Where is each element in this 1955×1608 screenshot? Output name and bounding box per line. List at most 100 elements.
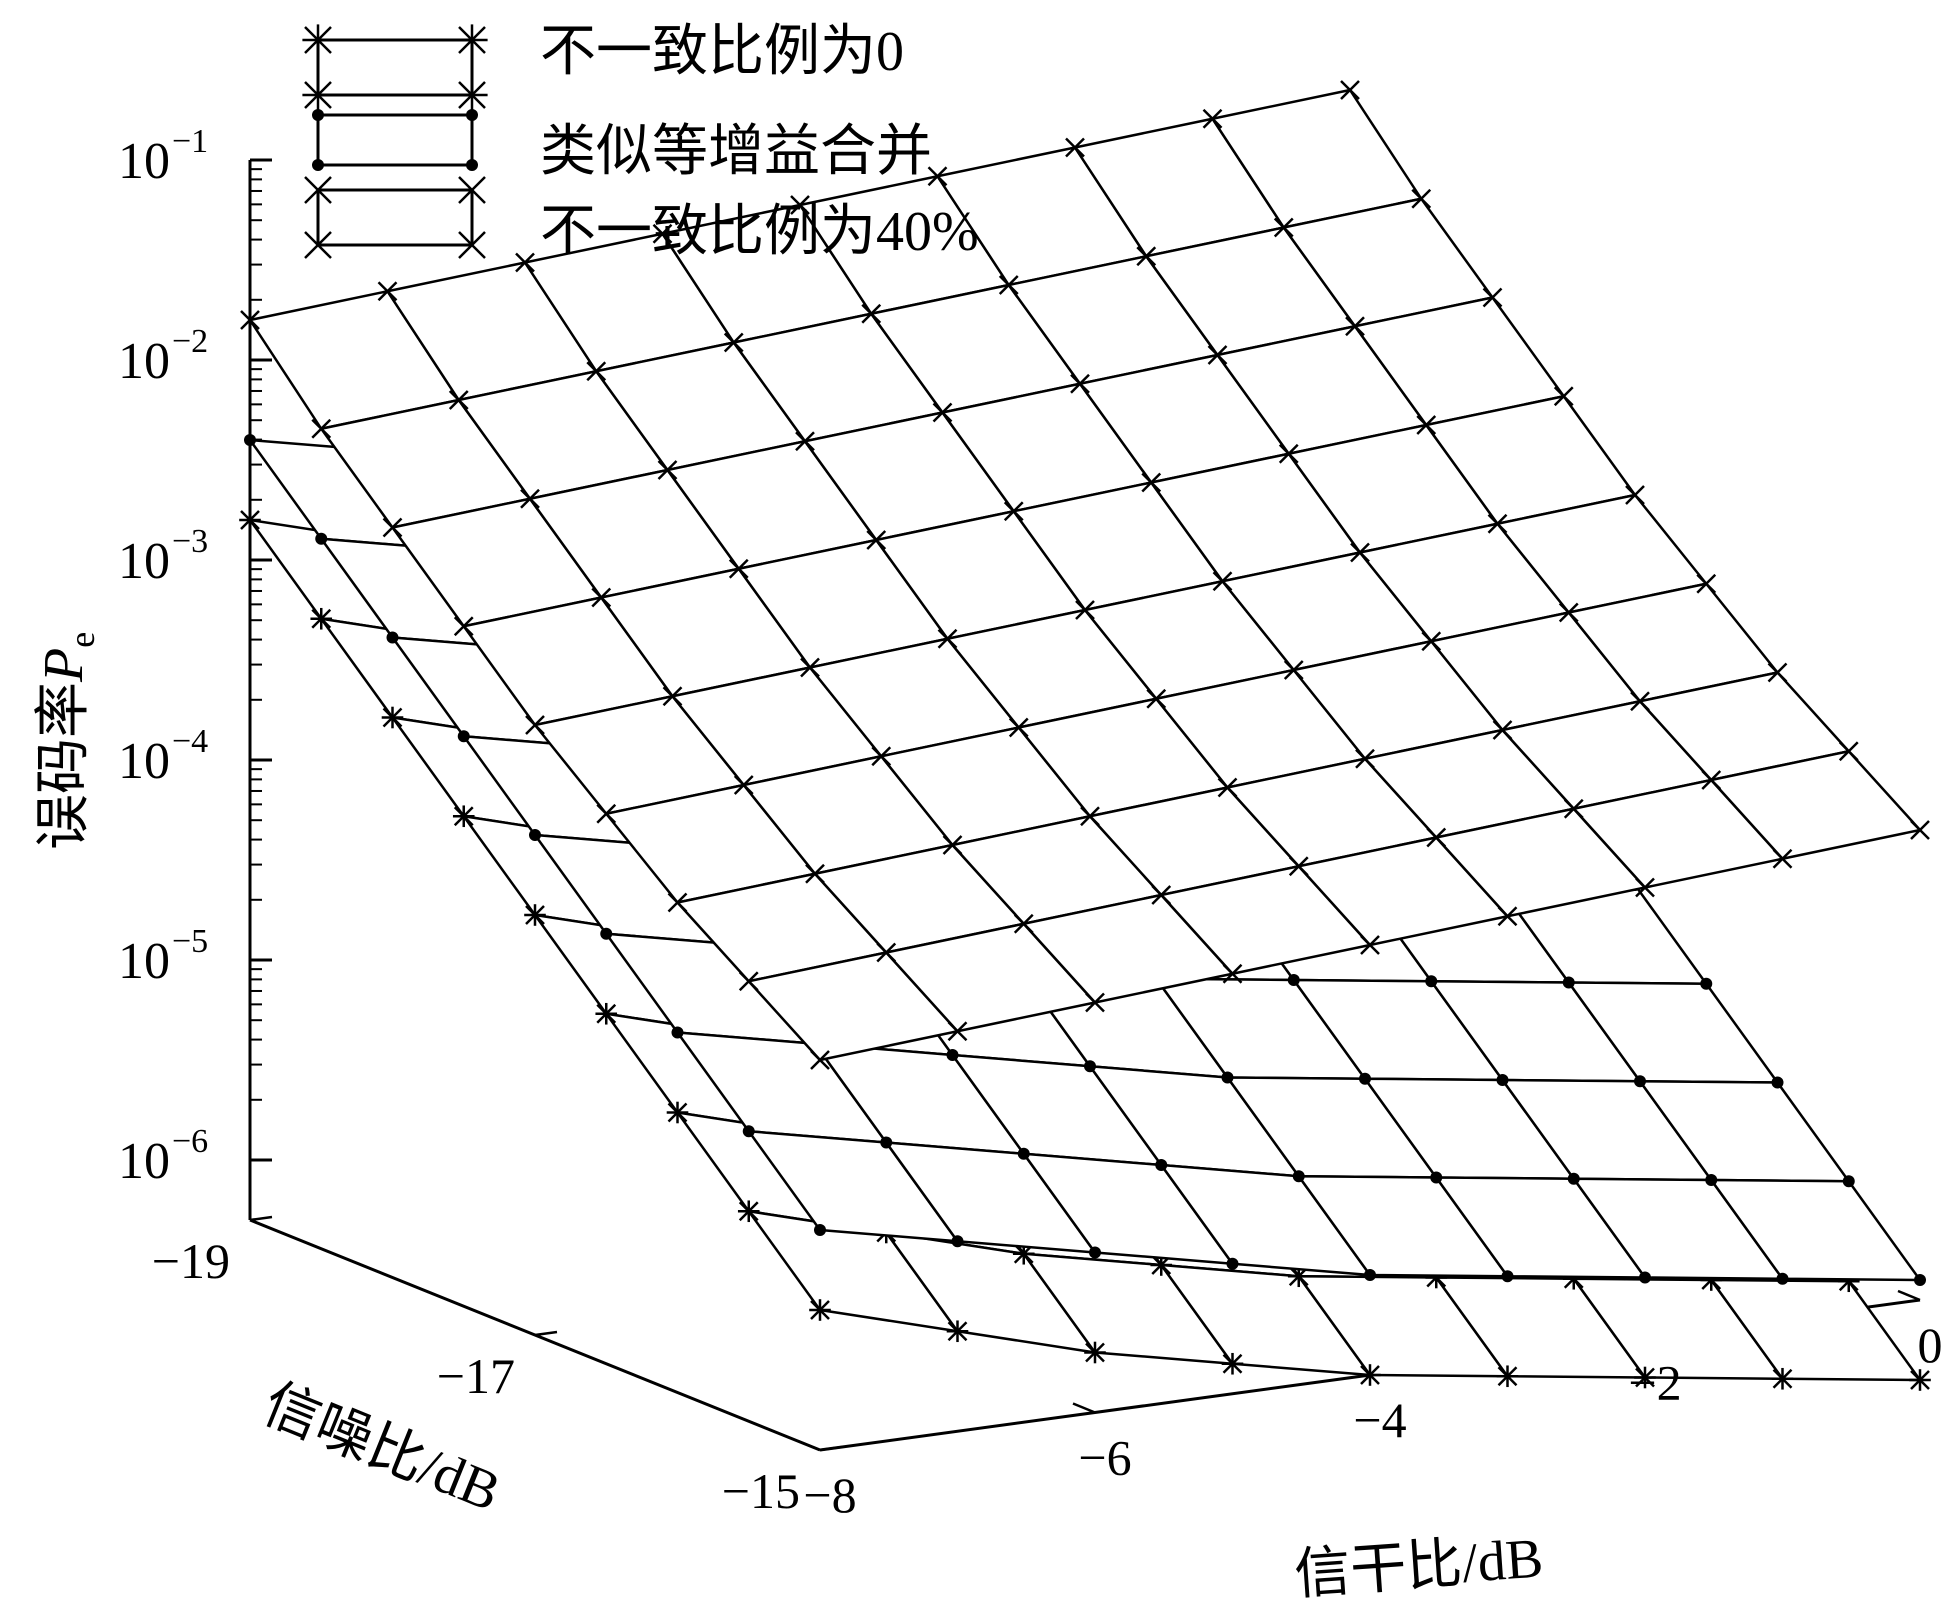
data-point-ratio40	[1558, 602, 1579, 623]
data-point-ratio40	[1426, 827, 1447, 848]
legend-swatch	[316, 188, 474, 247]
data-point-egc	[457, 730, 470, 743]
data-point-ratio40	[1772, 848, 1793, 869]
data-point-ratio40	[876, 942, 897, 963]
data-point-ratio40	[1283, 660, 1304, 680]
data-point-ratio40	[1288, 856, 1309, 877]
data-point-ratio40	[1482, 287, 1503, 308]
z-tick-exponent: −6	[172, 1123, 208, 1160]
x-tick-label: 0	[1918, 1317, 1943, 1373]
data-point-ratio40	[382, 517, 403, 538]
z-tick-exponent: −3	[172, 523, 208, 560]
data-point-ratio40	[1085, 992, 1105, 1013]
data-point-egc	[600, 927, 613, 940]
z-tick-label: 10	[118, 533, 170, 590]
data-point-egc	[1364, 1269, 1376, 1281]
data-point-ratio40	[942, 835, 963, 855]
z-tick-exponent: −2	[172, 323, 208, 360]
surface-ratio40	[240, 80, 1930, 1070]
legend-marker	[466, 109, 478, 121]
z-tick-label: 10	[118, 933, 170, 990]
x-tick	[797, 1439, 821, 1452]
legend-label: 不一致比例为0	[540, 21, 904, 83]
y-tick	[819, 1445, 843, 1452]
data-point-ratio40	[1630, 691, 1650, 712]
x-tick-label: −2	[1628, 1355, 1681, 1411]
data-point-ratio40	[311, 418, 332, 439]
data-point-egc	[1776, 1272, 1789, 1285]
legend-swatch	[316, 38, 474, 97]
x-tick	[1072, 1402, 1096, 1414]
data-point-ratio40	[1217, 777, 1238, 798]
data-point-ratio40	[240, 310, 260, 330]
data-point-egc	[1084, 1060, 1096, 1073]
legend-marker	[466, 159, 478, 171]
data-point-egc	[1221, 1071, 1234, 1084]
z-tick-label: 10	[118, 333, 170, 390]
data-point-ratio40	[1360, 935, 1380, 955]
data-point-egc	[1842, 1175, 1855, 1188]
data-point-ratio40	[1070, 373, 1090, 394]
data-point-ratio40	[596, 803, 617, 824]
data-point-ratio40	[1411, 188, 1432, 209]
data-point-ratio40	[1340, 80, 1360, 100]
data-point-ratio40	[1212, 571, 1233, 592]
legend-entry: 不一致比例为40%	[304, 176, 979, 263]
data-point-ratio40	[1151, 885, 1172, 905]
data-point-ratio40	[453, 616, 474, 637]
legend-entry: 类似等增益合并	[312, 109, 932, 183]
data-point-egc	[1634, 1075, 1646, 1088]
data-point-ratio40	[728, 558, 749, 579]
data-point-ratio40	[1350, 542, 1370, 563]
data-point-egc	[1562, 976, 1575, 989]
z-tick-label: 10	[118, 733, 170, 790]
data-point-ratio40	[1696, 573, 1717, 594]
data-point-ratio40	[586, 361, 607, 382]
data-point-ratio40	[591, 587, 612, 608]
data-point-ratio40	[1003, 501, 1024, 522]
data-point-egc	[1017, 1147, 1030, 1160]
x-tick-label: −4	[1353, 1392, 1406, 1448]
legend-marker	[458, 231, 486, 259]
data-point-ratio40	[733, 775, 754, 795]
data-point-ratio40	[932, 402, 953, 423]
data-point-ratio40	[800, 657, 820, 678]
data-point-ratio40	[1421, 631, 1442, 652]
data-point-egc	[1496, 1074, 1509, 1086]
surfaces-group	[239, 80, 1931, 1391]
data-point-egc	[671, 1026, 684, 1039]
legend-marker	[304, 231, 332, 259]
data-point-ratio40	[1008, 717, 1029, 738]
data-point-egc	[1639, 1271, 1651, 1284]
data-point-egc	[1700, 977, 1713, 990]
data-point-ratio40	[1273, 217, 1294, 238]
data-point-ratio40	[738, 971, 759, 992]
data-point-ratio40	[1013, 913, 1034, 934]
data-point-ratio40	[1838, 741, 1859, 762]
data-point-ratio40	[805, 863, 825, 884]
data-point-ratio40	[1563, 798, 1584, 819]
data-point-ratio40	[520, 488, 540, 509]
data-point-ratio40	[667, 892, 688, 913]
data-point-ratio40	[662, 686, 683, 707]
data-point-ratio40	[1202, 108, 1223, 129]
z-axis-title: 误码率Pe	[33, 632, 102, 850]
data-point-ratio40	[1416, 415, 1437, 435]
data-point-ratio40	[657, 460, 678, 480]
data-point-ratio40	[525, 715, 545, 735]
data-point-ratio40	[927, 166, 948, 187]
data-point-egc	[1292, 1170, 1305, 1183]
data-point-egc	[315, 532, 328, 545]
data-point-egc	[1430, 1171, 1443, 1184]
data-point-ratio40	[1222, 963, 1243, 984]
data-point-ratio40	[1075, 600, 1095, 620]
data-point-ratio40	[810, 1050, 830, 1070]
data-point-egc	[1705, 1174, 1718, 1186]
legend-marker	[312, 109, 324, 121]
data-point-egc	[1501, 1270, 1514, 1283]
data-point-ratio40	[1625, 485, 1645, 505]
data-point-egc	[742, 1125, 755, 1138]
legend-label: 不一致比例为40%	[540, 201, 979, 263]
x-tick-label: −8	[803, 1467, 856, 1523]
